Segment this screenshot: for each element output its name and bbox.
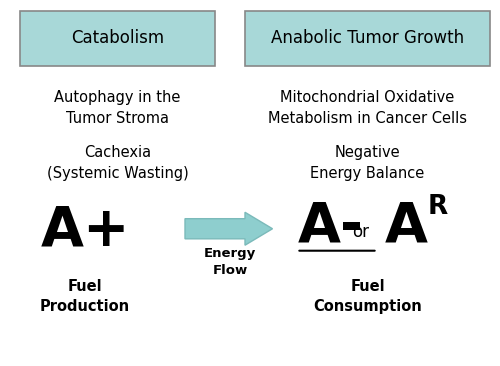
Text: R: R [428, 194, 448, 220]
Text: Negative
Energy Balance: Negative Energy Balance [310, 145, 424, 181]
FancyBboxPatch shape [20, 11, 215, 66]
Text: Anabolic Tumor Growth: Anabolic Tumor Growth [271, 29, 464, 48]
FancyBboxPatch shape [245, 11, 490, 66]
Text: Mitochondrial Oxidative
Metabolism in Cancer Cells: Mitochondrial Oxidative Metabolism in Ca… [268, 90, 467, 126]
Text: Cachexia
(Systemic Wasting): Cachexia (Systemic Wasting) [46, 145, 189, 181]
Text: Autophagy in the
Tumor Stroma: Autophagy in the Tumor Stroma [54, 90, 180, 126]
Text: Fuel
Consumption: Fuel Consumption [313, 279, 422, 314]
Text: A-: A- [298, 200, 364, 254]
Text: Energy
Flow: Energy Flow [204, 247, 256, 277]
Text: A: A [385, 200, 428, 254]
Text: Fuel
Production: Fuel Production [40, 279, 130, 314]
Text: Catabolism: Catabolism [71, 29, 164, 48]
FancyArrow shape [185, 212, 272, 245]
Text: A+: A+ [40, 203, 130, 258]
Text: or: or [352, 223, 370, 242]
